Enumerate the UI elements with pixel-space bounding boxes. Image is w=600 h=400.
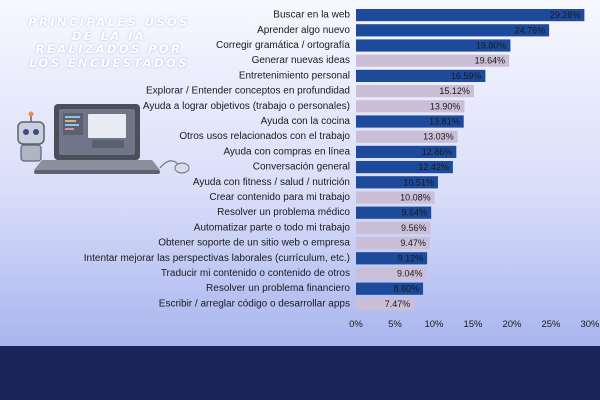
value-label: 15.12% — [439, 86, 470, 96]
category-label: Buscar en la web — [273, 10, 350, 21]
category-label: Conversación general — [253, 162, 350, 173]
bar — [356, 191, 435, 204]
category-label: Explorar / Entender conceptos en profund… — [146, 86, 350, 97]
bar — [356, 130, 458, 143]
value-label: 19.64% — [475, 56, 506, 66]
category-label: Automatizar parte o todo mi trabajo — [194, 222, 351, 233]
bar — [356, 282, 424, 295]
value-label: 9.04% — [397, 269, 423, 279]
x-axis-ticks: 0% 5% 10% 15% 20% 25% 30% — [349, 319, 600, 330]
bar — [356, 237, 430, 250]
x-tick-label: 20% — [502, 319, 522, 330]
value-label: 13.90% — [430, 101, 461, 111]
bar — [356, 24, 550, 37]
value-label: 16.59% — [451, 71, 482, 81]
x-tick-label: 0% — [349, 319, 363, 330]
x-tick-label: 30% — [580, 319, 600, 330]
bar — [356, 161, 453, 174]
category-label: Escribir / arreglar código o desarrollar… — [159, 298, 350, 309]
bar — [356, 39, 511, 52]
category-label: Intentar mejorar las perspectivas labora… — [84, 253, 350, 264]
value-label: 13.81% — [429, 117, 460, 127]
category-label: Obtener soporte de un sitio web o empres… — [158, 238, 350, 249]
footer-band — [0, 346, 600, 400]
value-label: 29.28% — [550, 10, 581, 20]
value-labels: 29.28% 24.76% 19.80% 19.64% 16.59% 15.12% 13.9… — [385, 10, 581, 309]
value-label: 9.47% — [400, 238, 426, 248]
category-label: Corregir gramática / ortografía — [216, 40, 350, 51]
category-label: Aprender algo nuevo — [257, 25, 350, 36]
category-label: Ayuda con la cocina — [261, 116, 351, 127]
bar — [356, 54, 510, 67]
category-label: Generar nuevas ideas — [252, 55, 350, 66]
category-label: Ayuda con fitness / salud / nutrición — [193, 177, 350, 188]
category-labels: Buscar en la web Aprender algo nuevo Corre… — [84, 10, 351, 310]
bar — [356, 115, 464, 128]
bars-group — [356, 9, 585, 310]
bar — [356, 297, 415, 310]
category-label: Crear contenido para mi trabajo — [209, 192, 350, 203]
bar — [356, 252, 428, 265]
category-label: Ayuda con compras en línea — [223, 146, 350, 157]
bar — [356, 267, 427, 280]
laptop-robot-illustration — [17, 104, 190, 174]
chart-title: PRINCIPALES USOS DE LA IA REALIZADOS POR… — [28, 15, 190, 70]
x-tick-label: 10% — [424, 319, 444, 330]
value-label: 12.42% — [418, 162, 449, 172]
value-label: 10.51% — [403, 177, 434, 187]
value-label: 13.03% — [423, 132, 454, 142]
value-label: 7.47% — [385, 299, 411, 309]
bar — [356, 85, 474, 98]
value-label: 10.08% — [400, 193, 431, 203]
category-label: Resolver un problema médico — [217, 207, 350, 218]
value-label: 12.86% — [422, 147, 453, 157]
value-label: 9.64% — [402, 208, 428, 218]
bar — [356, 69, 486, 82]
bar — [356, 9, 585, 22]
x-tick-label: 25% — [541, 319, 561, 330]
value-label: 8.60% — [394, 284, 420, 294]
bar — [356, 221, 431, 234]
bar — [356, 176, 438, 189]
bar — [356, 145, 457, 158]
robot-icon — [17, 111, 45, 162]
bar — [356, 206, 432, 219]
x-tick-label: 15% — [463, 319, 483, 330]
category-label: Traducir mi contenido o contenido de otr… — [161, 268, 350, 279]
category-label: Resolver un problema financiero — [206, 283, 350, 294]
value-label: 9.12% — [398, 253, 424, 263]
x-tick-label: 5% — [388, 319, 402, 330]
bar — [356, 100, 465, 113]
laptop-icon — [34, 104, 160, 174]
category-label: Ayuda a lograr objetivos (trabajo o pers… — [143, 101, 350, 112]
value-label: 9.56% — [401, 223, 427, 233]
mouse-icon — [159, 160, 190, 174]
value-label: 19.80% — [476, 41, 507, 51]
category-label: Otros usos relacionados con el trabajo — [179, 131, 350, 142]
category-label: Entretenimiento personal — [239, 70, 350, 81]
value-label: 24.76% — [515, 25, 546, 35]
